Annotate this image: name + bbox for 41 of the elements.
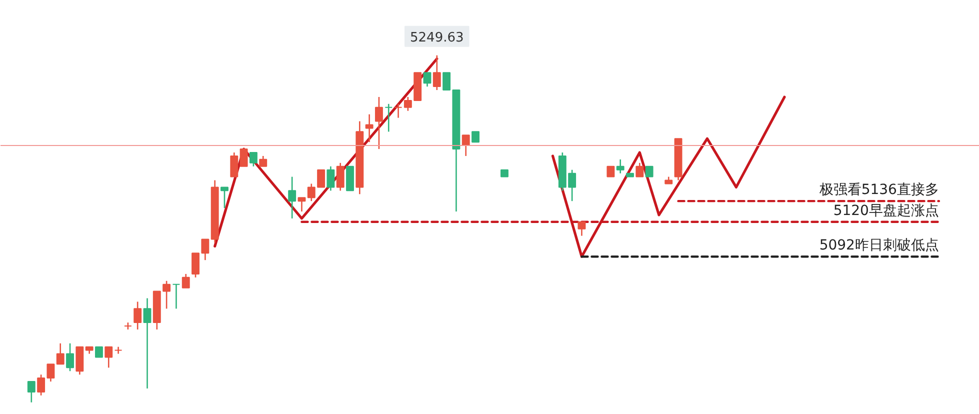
candlestick xyxy=(172,284,180,310)
candlestick xyxy=(230,152,238,178)
candlestick xyxy=(46,364,55,382)
candlestick xyxy=(249,152,258,168)
candlestick xyxy=(423,72,432,88)
candlestick xyxy=(616,158,624,174)
candlestick xyxy=(636,162,644,178)
candlestick xyxy=(182,273,190,288)
candlestick xyxy=(240,148,248,167)
candlestick xyxy=(645,166,654,178)
candlestick xyxy=(384,103,393,132)
series-label: 极强看5136直接多 xyxy=(818,182,939,198)
candlestick xyxy=(326,166,335,192)
candlestick xyxy=(288,176,296,220)
candlestick xyxy=(432,54,441,91)
candlestick xyxy=(298,196,306,212)
candlestick xyxy=(104,346,113,368)
candlestick xyxy=(404,96,412,112)
candlestick xyxy=(134,301,142,330)
candlestick xyxy=(37,374,46,396)
annotation: 5249.63 xyxy=(410,30,464,46)
candlestick xyxy=(259,155,268,168)
candlestick xyxy=(578,221,586,236)
candlestick xyxy=(472,131,480,143)
candlestick xyxy=(220,186,228,209)
candlestick xyxy=(462,134,470,157)
candlestick xyxy=(606,166,615,178)
series-label: 5120早盘起涨点 xyxy=(833,202,939,219)
candlestick xyxy=(66,342,74,372)
candlestick xyxy=(56,342,64,365)
candlestick xyxy=(192,252,200,278)
candlestick xyxy=(143,298,152,390)
candlestick xyxy=(336,162,344,192)
candlestick xyxy=(201,238,210,261)
candlestick xyxy=(95,346,103,358)
candlestick xyxy=(27,380,36,404)
candlestick xyxy=(394,103,402,118)
candlestick xyxy=(114,346,122,354)
series-label: 5092昨日刺破低点 xyxy=(819,238,939,254)
candlestick xyxy=(374,96,383,150)
candlestick xyxy=(365,114,374,143)
